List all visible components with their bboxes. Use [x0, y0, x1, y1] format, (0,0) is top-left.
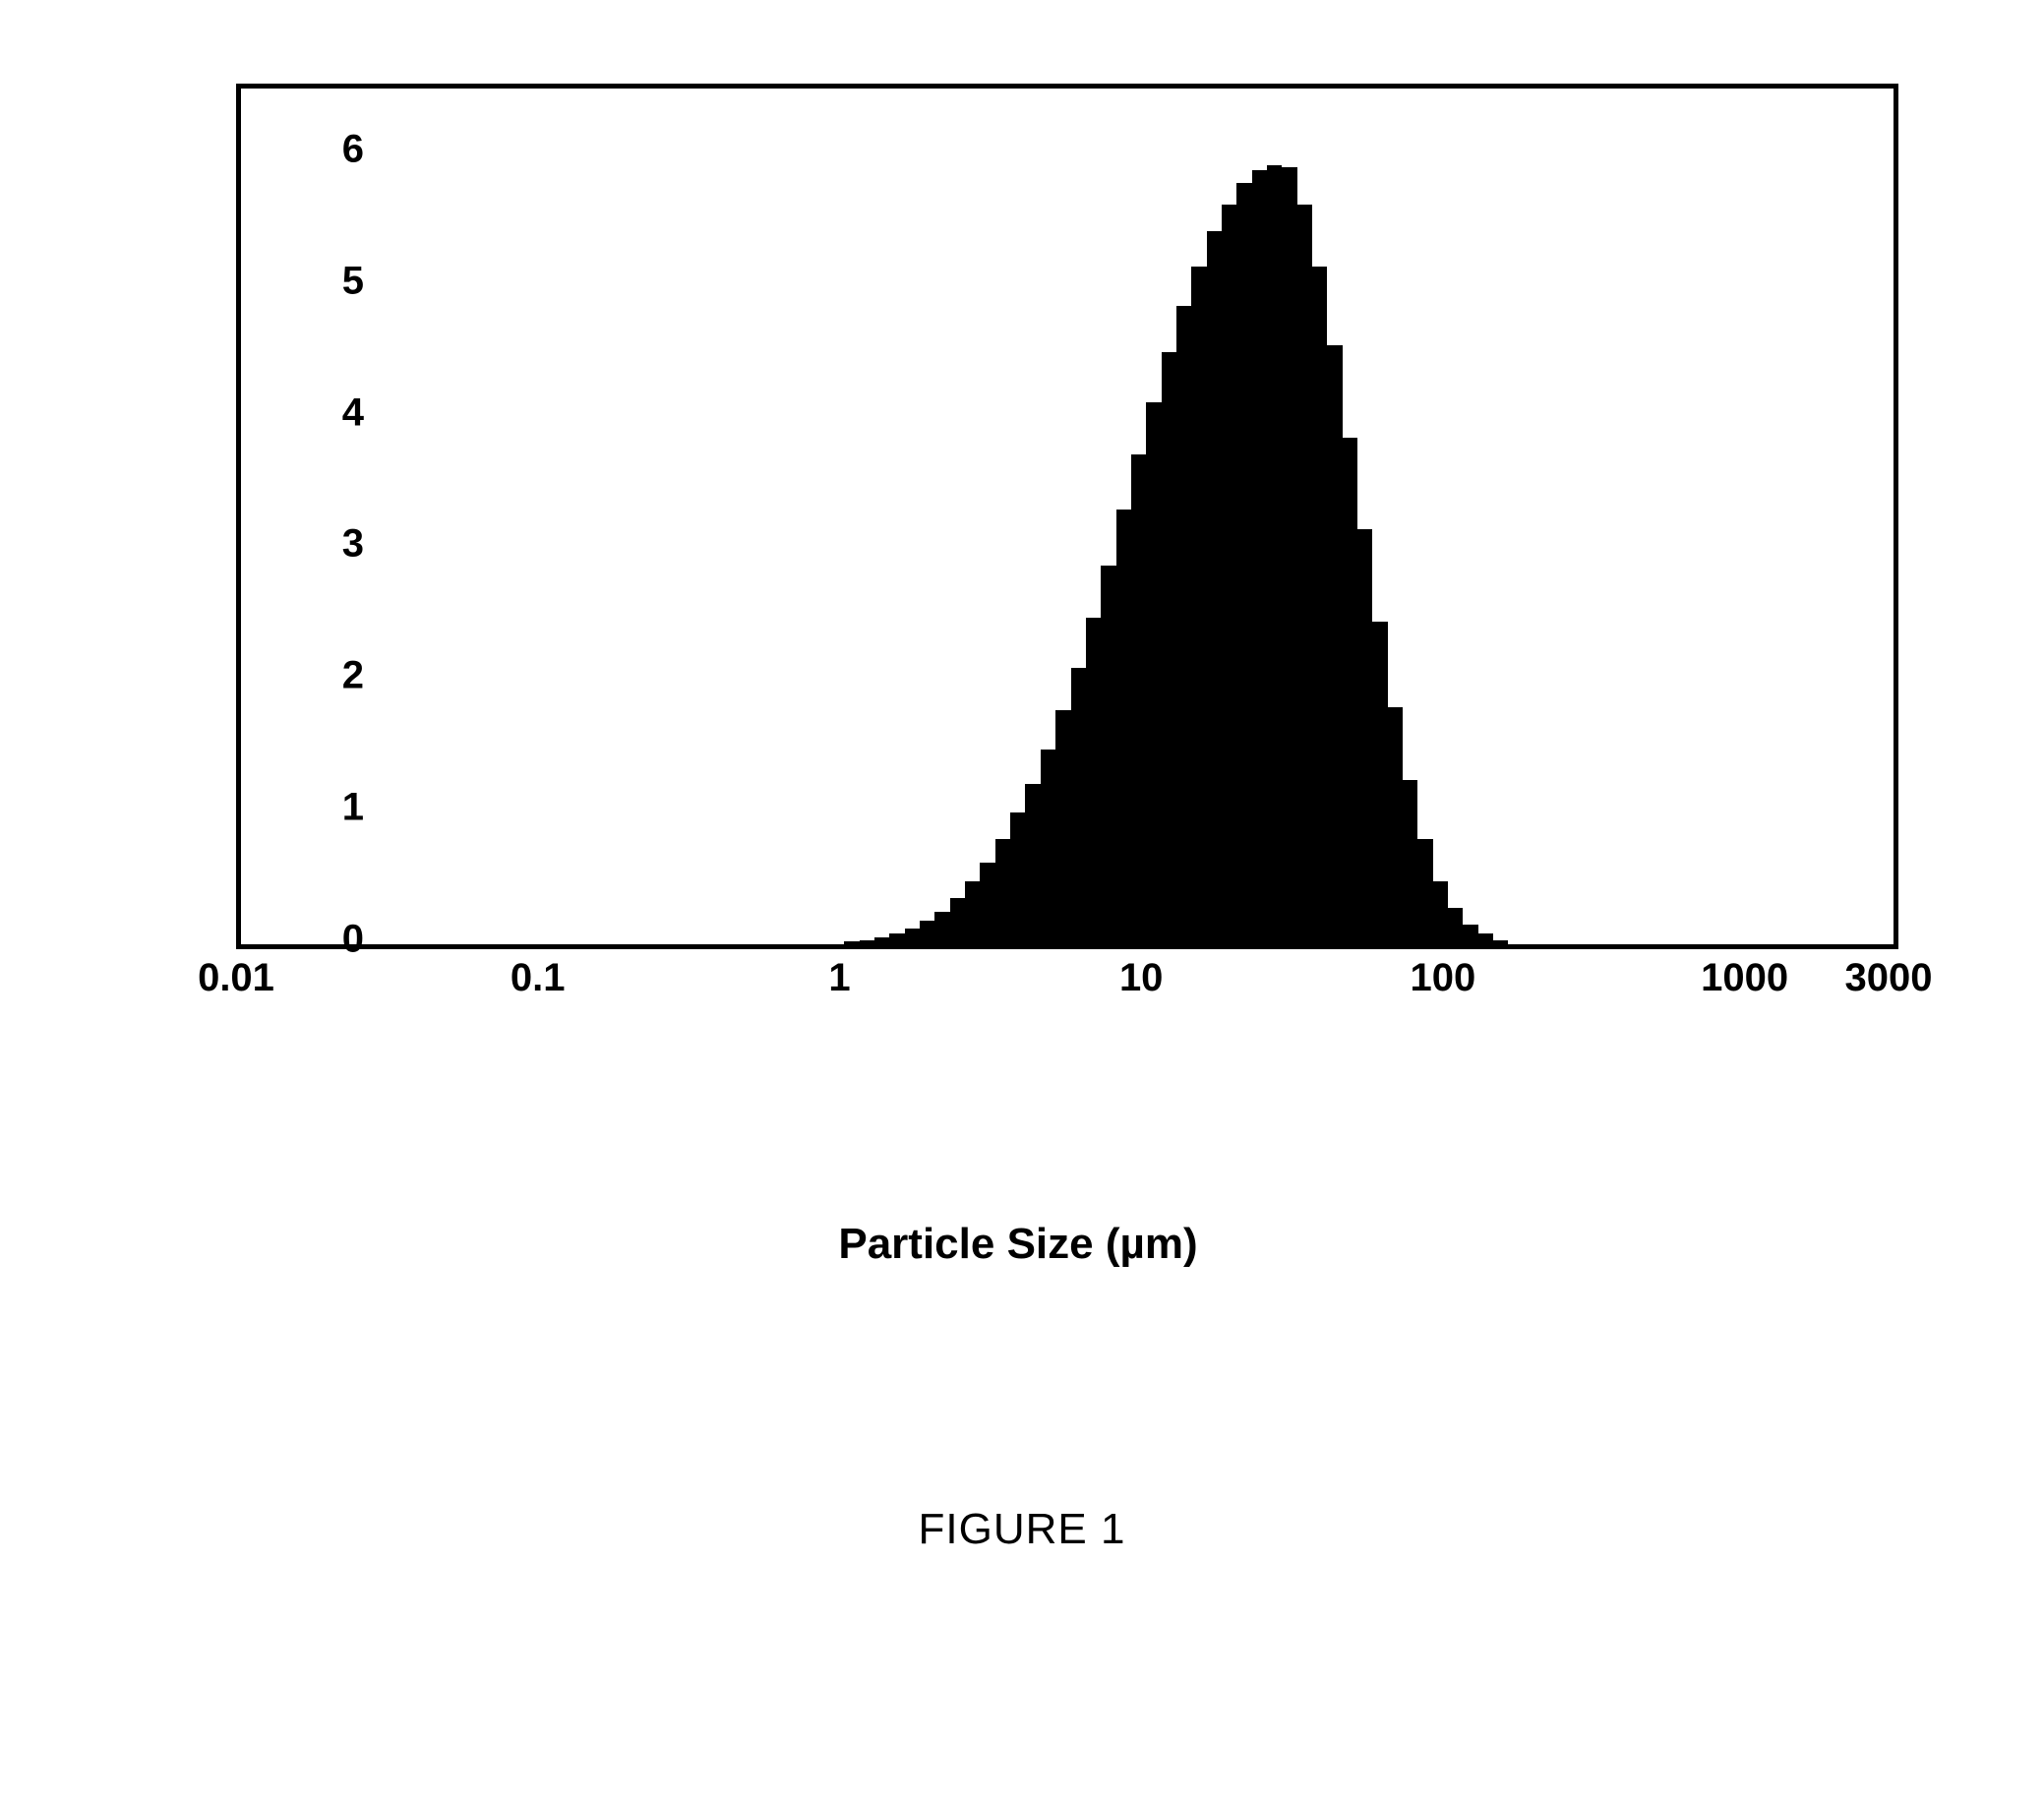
y-tick-label: 0: [305, 918, 364, 962]
x-tick-label: 1: [828, 956, 850, 1000]
histogram-bar: [1131, 454, 1146, 944]
histogram-bar: [1493, 940, 1508, 944]
histogram-bar: [1343, 438, 1357, 944]
histogram-bars: [241, 89, 1894, 944]
histogram-bar: [1055, 710, 1070, 944]
histogram-bar: [1403, 780, 1417, 944]
histogram-bar: [1207, 231, 1222, 944]
histogram-bar: [1478, 933, 1493, 944]
histogram-bar: [965, 881, 980, 944]
histogram-bar: [1010, 812, 1025, 944]
histogram-bar: [1162, 352, 1176, 944]
histogram-bar: [1191, 267, 1206, 944]
histogram-bar: [1357, 529, 1372, 944]
histogram-bar: [1071, 668, 1086, 944]
x-tick-label: 0.01: [198, 956, 274, 1000]
histogram-bar: [980, 863, 994, 944]
x-tick-label: 100: [1411, 956, 1476, 1000]
histogram-bar: [1041, 750, 1055, 944]
y-tick-label: 1: [305, 786, 364, 830]
histogram-bar: [874, 937, 889, 944]
y-tick-label: 6: [305, 127, 364, 171]
y-tick-label: 4: [305, 390, 364, 435]
x-tick-label: 10: [1119, 956, 1164, 1000]
histogram-bar: [1388, 707, 1403, 944]
x-tick-label: 1000: [1701, 956, 1788, 1000]
page: Volume (%) 0 1 2 3 4 5 6 0.01 0.1 1 10 100 1000 3000…: [0, 0, 2044, 1802]
histogram-bar: [1297, 205, 1312, 944]
y-tick-label: 3: [305, 522, 364, 567]
figure-caption: FIGURE 1: [0, 1505, 2044, 1554]
histogram-bar: [1025, 784, 1040, 944]
histogram-bar: [1086, 618, 1101, 944]
particle-size-chart: Volume (%) 0123456 0.010.111010010003000…: [118, 59, 1918, 1102]
histogram-bar: [1433, 881, 1448, 944]
histogram-bar: [1252, 170, 1267, 944]
histogram-bar: [1448, 908, 1463, 944]
histogram-bar: [995, 839, 1010, 944]
histogram-bar: [1146, 402, 1161, 944]
histogram-bar: [1282, 167, 1296, 944]
x-axis-label: Particle Size (µm): [118, 1220, 1918, 1269]
histogram-bar: [1176, 306, 1191, 944]
histogram-bar: [860, 940, 874, 944]
histogram-bar: [1267, 165, 1282, 944]
histogram-bar: [1236, 183, 1251, 944]
y-tick-label: 2: [305, 654, 364, 698]
x-tick-label: 3000: [1845, 956, 1933, 1000]
histogram-bar: [905, 929, 920, 944]
histogram-bar: [1312, 267, 1327, 944]
histogram-bar: [1372, 622, 1387, 944]
y-axis-label: Volume (%): [138, 0, 187, 98]
histogram-bar: [1101, 566, 1115, 944]
histogram-bar: [844, 941, 859, 944]
histogram-bar: [1327, 345, 1342, 944]
histogram-bar: [920, 921, 934, 944]
histogram-bar: [1222, 205, 1236, 944]
histogram-bar: [1463, 925, 1477, 944]
y-tick-label: 5: [305, 259, 364, 303]
plot-area: [236, 84, 1898, 949]
histogram-bar: [950, 898, 965, 944]
x-tick-label: 0.1: [511, 956, 566, 1000]
histogram-bar: [889, 933, 904, 944]
histogram-bar: [934, 912, 949, 944]
histogram-bar: [1116, 510, 1131, 944]
histogram-bar: [1417, 839, 1432, 944]
